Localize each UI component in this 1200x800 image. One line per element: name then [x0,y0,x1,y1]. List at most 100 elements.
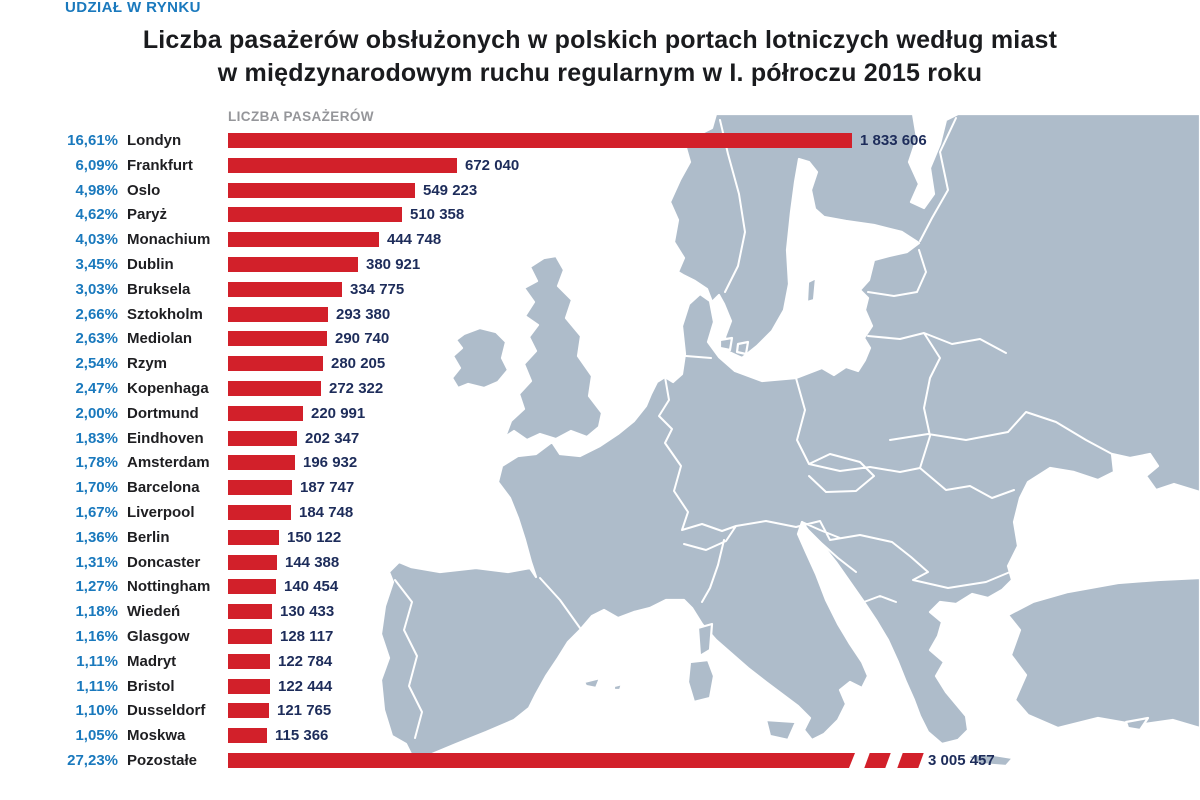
chart-row: 1,83% Eindhoven 202 347 [0,429,1200,447]
value-bar [228,257,358,272]
market-share-label: 1,70% [75,479,118,497]
value-label: 290 740 [335,330,390,348]
market-share-label: 1,27% [75,578,118,596]
column-header-passengers: LICZBA PASAŻERÓW [228,109,374,124]
city-label: Sztokholm [127,305,203,323]
map-crete [964,752,1015,768]
map-mainland [379,112,1200,764]
value-bar [228,653,270,669]
market-share-label: 1,31% [75,553,118,571]
market-share-label: 2,66% [75,305,118,323]
value-bar [228,182,415,198]
value-label: 1 833 606 [860,132,927,149]
value-bar [228,728,267,744]
city-label: Bristol [127,677,175,695]
chart-row: 3,03% Bruksela 334 775 [0,280,1200,298]
value-bar [228,207,402,223]
value-label: 3 005 457 [928,752,995,769]
chart-row: 6,09% Frankfurt 672 040 [0,156,1200,174]
value-label: 184 748 [299,504,354,521]
value-label: 444 748 [387,231,442,249]
broken-bar-stripe [897,753,924,768]
chart-row: 1,16% Glasgow 128 117 [0,629,1200,644]
value-label: 380 921 [366,256,421,273]
value-bar [228,306,328,322]
map-sardinia [686,658,716,704]
value-label: 144 388 [285,553,340,571]
value-bar [228,529,279,545]
market-share-label: 4,03% [75,231,118,249]
value-bar [228,405,303,421]
market-share-label: 2,54% [75,355,118,373]
value-bar [228,480,292,496]
market-share-label: 1,67% [75,504,118,521]
market-share-label: 2,00% [75,404,118,422]
city-label: Oslo [127,181,161,199]
chart-row: 1,18% Wiedeń 130 433 [0,603,1200,621]
chart-row: 4,98% Oslo 549 223 [0,181,1200,199]
map-balearics [582,676,624,692]
value-label: 196 932 [303,454,358,472]
title-line-1: Liczba pasażerów obsłużonych w polskich … [142,26,1058,54]
value-label: 280 205 [331,355,386,373]
value-bar [228,678,270,694]
map-sicily [764,718,798,742]
value-bar [228,281,342,297]
value-label: 202 347 [305,429,360,447]
chart-row: 1,36% Berlin 150 122 [0,528,1200,546]
value-label: 549 223 [423,181,478,199]
chart-row: 2,00% Dortmund 220 991 [0,404,1200,422]
chart-row: 16,61% Londyn 1 833 606 [0,133,1200,148]
market-share-label: 27,23% [67,752,118,769]
column-header-market-share: UDZIAŁ W RYNKU [65,0,201,16]
value-label: 121 765 [277,702,332,720]
value-label: 122 784 [278,652,333,670]
value-bar [228,133,852,148]
value-label: 334 775 [350,280,405,298]
map-borders [394,117,1113,739]
value-bar [228,430,297,446]
city-label: Wiedeń [127,603,181,621]
chart-row: 1,70% Barcelona 187 747 [0,479,1200,497]
chart-row: 2,66% Sztokholm 293 380 [0,305,1200,323]
market-share-label: 16,61% [67,132,118,149]
title-line-2: w międzynarodowym ruchu regularnym w I. … [217,59,983,87]
market-share-label: 3,45% [75,256,118,273]
city-label: Doncaster [127,553,201,571]
value-label: 187 747 [300,479,355,497]
market-share-label: 6,09% [75,156,118,174]
chart-row: 1,11% Bristol 122 444 [0,677,1200,695]
market-share-label: 1,11% [76,677,118,695]
city-label: Londyn [127,132,182,149]
map-corsica [696,622,714,658]
value-bar [228,554,277,570]
value-label: 130 433 [280,603,335,621]
city-label: Dusseldorf [127,702,206,720]
city-label: Berlin [127,528,170,546]
value-bar [228,753,855,768]
value-bar [228,604,272,620]
map-gotland [805,276,818,304]
value-bar [228,703,269,719]
map-britain [503,254,604,442]
market-share-label: 1,83% [75,429,118,447]
city-label: Pozostałe [127,752,198,769]
market-share-label: 1,10% [75,702,118,720]
city-label: Kopenhaga [127,380,209,397]
value-bar [228,381,321,396]
city-label: Glasgow [127,628,190,645]
chart-row: 1,31% Doncaster 144 388 [0,553,1200,571]
chart-row: 1,67% Liverpool 184 748 [0,505,1200,520]
market-share-label: 1,05% [75,727,118,745]
europe-map-svg [379,112,1200,768]
chart-row: 1,78% Amsterdam 196 932 [0,454,1200,472]
europe-map [368,110,1200,795]
value-bar [228,505,291,520]
chart-row: 4,03% Monachium 444 748 [0,231,1200,249]
city-label: Frankfurt [127,156,193,174]
value-label: 150 122 [287,528,342,546]
city-label: Paryż [127,206,168,224]
city-label: Amsterdam [127,454,210,472]
chart-row: 3,45% Dublin 380 921 [0,257,1200,272]
